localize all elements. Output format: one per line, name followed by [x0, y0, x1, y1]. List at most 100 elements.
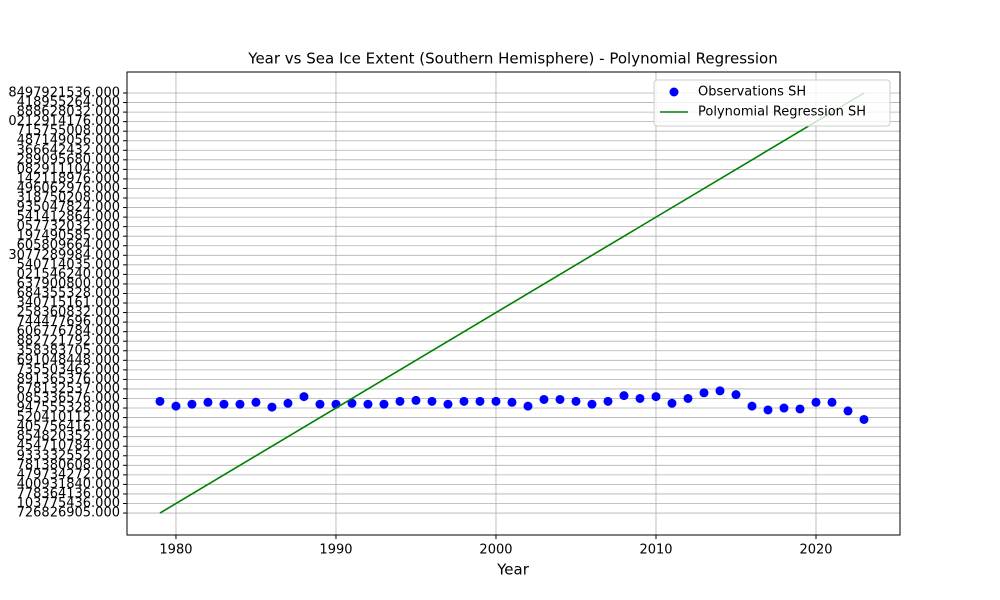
y-tick-label: 0212914176.000 — [8, 114, 120, 129]
y-tick-label: 454710784.000 — [17, 439, 120, 454]
y-tick-label: 103775436.000 — [17, 496, 120, 511]
data-point — [683, 393, 693, 403]
data-point — [795, 404, 805, 414]
y-tick-label: 691048448.000 — [17, 353, 120, 368]
y-tick-label: 933332552.000 — [17, 448, 120, 463]
y-tick-label: 197490585.000 — [17, 229, 120, 244]
y-tick-label: 540714035.000 — [17, 257, 120, 272]
y-tick-label: 487149056.000 — [17, 133, 120, 148]
y-tick-label: 8497921536.000 — [8, 86, 120, 101]
y-tick-label: 891365376.000 — [17, 372, 120, 387]
y-tick-label: 935047824.000 — [17, 200, 120, 215]
data-point — [827, 397, 837, 407]
plot-frame — [126, 71, 901, 536]
y-tick-label: 520410112.000 — [17, 410, 120, 425]
data-point — [299, 392, 309, 402]
y-tick-label: 605809664.000 — [17, 238, 120, 253]
data-point — [219, 399, 229, 409]
data-point — [843, 406, 853, 416]
data-point — [203, 397, 213, 407]
data-point — [267, 402, 277, 412]
x-tick-label: 1980 — [159, 543, 192, 558]
x-tick-label: 2000 — [479, 543, 512, 558]
y-tick-label: 289095680.000 — [17, 152, 120, 167]
data-point — [859, 414, 869, 424]
y-tick-label: 735503462.000 — [17, 362, 120, 377]
y-tick-label: 057732032.000 — [17, 219, 120, 234]
data-point — [251, 397, 261, 407]
x-tick-label: 1990 — [319, 543, 352, 558]
data-point — [187, 399, 197, 409]
data-point — [555, 394, 565, 404]
y-tick-label: 405756416.000 — [17, 420, 120, 435]
data-point — [443, 399, 453, 409]
y-tick-label: 726826905.000 — [17, 506, 120, 521]
data-point — [283, 398, 293, 408]
y-tick-label: 318750208.000 — [17, 191, 120, 206]
data-point — [171, 401, 181, 411]
y-tick-label: 854820352.000 — [17, 429, 120, 444]
y-tick-label: 637900800.000 — [17, 276, 120, 291]
y-tick-label: 366642432.000 — [17, 143, 120, 158]
y-tick-label: 684355328.000 — [17, 286, 120, 301]
data-point — [235, 399, 245, 409]
y-tick-label: 882721792.000 — [17, 334, 120, 349]
data-point — [571, 396, 581, 406]
data-point — [635, 393, 645, 403]
data-point — [603, 396, 613, 406]
y-tick-label: 082911104.000 — [17, 162, 120, 177]
x-tick-label: 2020 — [799, 543, 832, 558]
y-tick-label: 781380608.000 — [17, 458, 120, 473]
y-tick-label: 258360832.000 — [17, 305, 120, 320]
data-point — [763, 405, 773, 415]
legend-swatch — [669, 87, 679, 97]
y-tick-label: 085336576.000 — [17, 391, 120, 406]
y-tick-label: 3077289984.000 — [8, 248, 120, 263]
x-tick-label: 2010 — [639, 543, 672, 558]
data-point — [395, 396, 405, 406]
legend-label: Polynomial Regression SH — [698, 105, 866, 120]
chart-title: Year vs Sea Ice Extent (Southern Hemisph… — [247, 50, 777, 68]
data-point — [315, 399, 325, 409]
legend-box — [653, 79, 891, 127]
data-point — [779, 403, 789, 413]
data-point — [667, 398, 677, 408]
data-point — [587, 399, 597, 409]
data-point — [379, 399, 389, 409]
legend-label: Observations SH — [698, 85, 806, 100]
data-point — [747, 401, 757, 411]
regression-line — [159, 92, 865, 514]
data-point — [347, 398, 357, 408]
data-point — [507, 397, 517, 407]
y-tick-label: 021546240.000 — [17, 267, 120, 282]
y-tick-label: 400931840.000 — [17, 477, 120, 492]
data-point — [491, 396, 501, 406]
data-point — [811, 397, 821, 407]
data-point — [523, 401, 533, 411]
data-point — [651, 392, 661, 402]
y-tick-label: 778364136.000 — [17, 486, 120, 501]
data-point — [155, 396, 165, 406]
data-point — [619, 391, 629, 401]
data-point — [475, 396, 485, 406]
data-point — [363, 399, 373, 409]
y-tick-label: 947555328.000 — [17, 401, 120, 416]
y-tick-label: 744477696.000 — [17, 315, 120, 330]
y-tick-label: 418955264.000 — [17, 95, 120, 110]
data-point — [539, 394, 549, 404]
data-point — [459, 396, 469, 406]
x-axis-label: Year — [496, 561, 530, 579]
y-tick-label: 479734272.000 — [17, 467, 120, 482]
y-tick-label: 606776784.000 — [17, 324, 120, 339]
data-point — [715, 386, 725, 396]
data-point — [427, 396, 437, 406]
y-tick-label: 715755008.000 — [17, 124, 120, 139]
data-point — [731, 390, 741, 400]
y-tick-label: 358383705.000 — [17, 343, 120, 358]
y-tick-label: 888628032.000 — [17, 105, 120, 120]
y-tick-label: 142118976.000 — [17, 171, 120, 186]
y-tick-label: 340715161.000 — [17, 296, 120, 311]
data-point — [411, 395, 421, 405]
y-tick-label: 678132537.000 — [17, 381, 120, 396]
